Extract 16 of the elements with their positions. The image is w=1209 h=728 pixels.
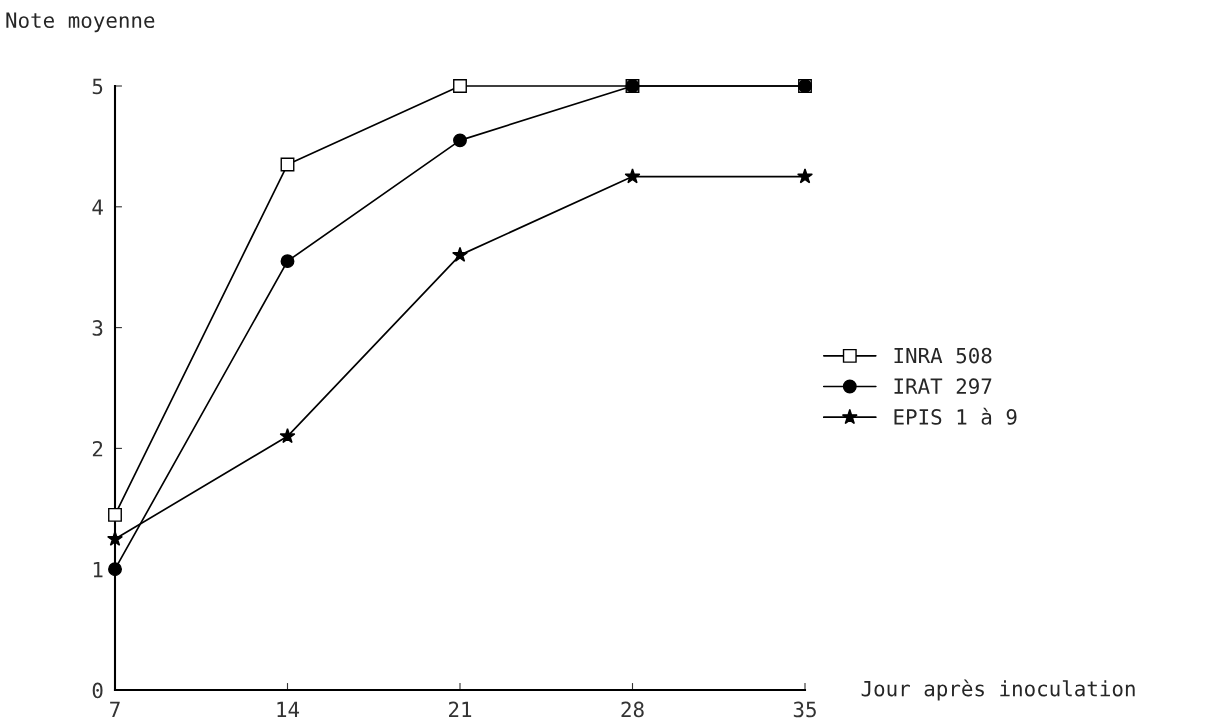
x-axis-title: Jour après inoculation [861, 679, 1135, 701]
y-axis-title: Note moyenne [6, 12, 155, 33]
x-tick-label: 14 [277, 701, 300, 718]
y-tick-label: 2 [92, 440, 103, 457]
x-tick-label: 28 [621, 701, 644, 718]
y-tick-label: 5 [92, 78, 103, 95]
y-tick-label: 3 [92, 320, 103, 336]
legend-label: IRAT 297 [894, 378, 992, 395]
x-tick-label: 21 [449, 701, 472, 718]
y-tick-label: 1 [93, 561, 103, 578]
y-tick-label: 0 [92, 682, 103, 699]
legend-label: INRA 508 [894, 347, 992, 364]
x-tick-label: 7 [110, 701, 120, 718]
legend-label: EPIS 1 à 9 [894, 407, 1017, 425]
x-tick-label: 35 [793, 701, 816, 718]
y-tick-label: 4 [92, 199, 103, 215]
